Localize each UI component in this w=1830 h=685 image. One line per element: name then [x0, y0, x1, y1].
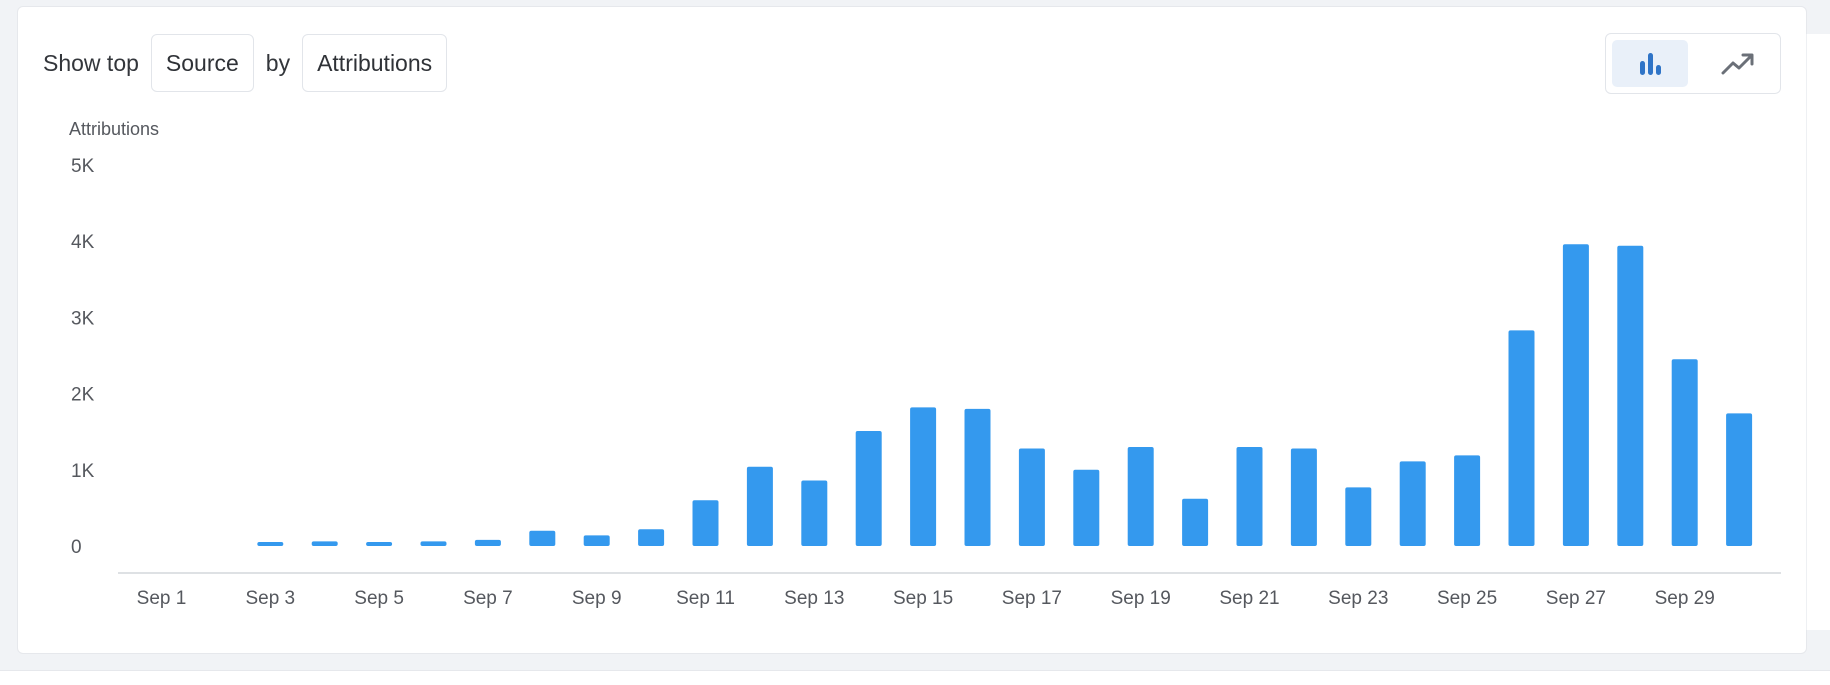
bar[interactable] — [1508, 330, 1535, 546]
show-top-label: Show top — [43, 49, 139, 76]
bar[interactable] — [1018, 448, 1045, 546]
bar-chart-icon — [1640, 52, 1661, 75]
line-chart-button[interactable] — [1700, 40, 1776, 87]
bar[interactable] — [746, 466, 773, 546]
chart-type-toggle — [1605, 33, 1781, 94]
x-tick-label: Sep 5 — [354, 588, 404, 609]
chart-controls: Show top Source by Attributions — [43, 34, 448, 92]
bar[interactable] — [692, 500, 719, 546]
bar-chart-button[interactable] — [1612, 40, 1688, 87]
metric-select[interactable]: Attributions — [302, 34, 448, 92]
bar[interactable] — [1127, 446, 1154, 546]
x-tick-label: Sep 15 — [893, 588, 953, 609]
bar[interactable] — [1562, 244, 1589, 547]
y-axis: 0 1K 2K 3K 4K 5K — [71, 156, 95, 558]
bar[interactable] — [474, 539, 501, 546]
x-tick-label: Sep 3 — [245, 588, 295, 609]
bar[interactable] — [801, 480, 828, 546]
x-tick-label: Sep 29 — [1655, 588, 1715, 609]
y-tick-label: 0 — [71, 537, 82, 558]
bar[interactable] — [311, 541, 338, 546]
y-tick-label: 3K — [71, 308, 95, 329]
y-tick-label: 2K — [71, 385, 95, 406]
bar[interactable] — [1726, 413, 1753, 546]
x-axis: Sep 1 Sep 3 Sep 5 Sep 7 Sep 9 Sep 11 Sep 13 Sep… — [137, 588, 1715, 609]
y-axis-title: Attributions — [69, 119, 159, 139]
x-tick-label: Sep 11 — [676, 588, 735, 609]
next-card-edge — [0, 670, 1830, 685]
bar[interactable] — [910, 407, 937, 546]
y-tick-label: 5K — [71, 156, 95, 177]
bar[interactable] — [1236, 446, 1263, 546]
x-tick-label: Sep 21 — [1219, 588, 1279, 609]
bar[interactable] — [420, 541, 447, 546]
x-tick-label: Sep 23 — [1328, 588, 1388, 609]
bar[interactable] — [529, 530, 556, 546]
bar[interactable] — [1073, 469, 1100, 546]
bar[interactable] — [257, 542, 284, 546]
bar[interactable] — [964, 408, 991, 546]
bar-series — [257, 244, 1753, 547]
x-tick-label: Sep 17 — [1002, 588, 1062, 609]
trend-line-icon — [1721, 53, 1754, 74]
x-tick-label: Sep 27 — [1546, 588, 1606, 609]
dimension-select[interactable]: Source — [150, 34, 254, 92]
bar[interactable] — [1617, 245, 1644, 546]
adjacent-panel-edge — [1806, 34, 1830, 630]
x-tick-label: Sep 9 — [572, 588, 622, 609]
by-label: by — [265, 49, 291, 76]
x-tick-label: Sep 25 — [1437, 588, 1497, 609]
bar[interactable] — [583, 535, 610, 546]
bar[interactable] — [1345, 487, 1372, 546]
bar[interactable] — [366, 542, 393, 546]
x-tick-label: Sep 7 — [463, 588, 513, 609]
bar[interactable] — [1399, 461, 1426, 546]
y-tick-label: 4K — [71, 232, 95, 253]
y-tick-label: 1K — [71, 461, 95, 482]
bar[interactable] — [1290, 448, 1317, 546]
bar[interactable] — [855, 430, 882, 546]
bar[interactable] — [1454, 455, 1481, 546]
bar[interactable] — [1182, 498, 1209, 546]
x-tick-label: Sep 1 — [137, 588, 187, 609]
x-tick-label: Sep 19 — [1111, 588, 1171, 609]
bar[interactable] — [1671, 359, 1698, 546]
x-tick-label: Sep 13 — [784, 588, 844, 609]
bar[interactable] — [638, 529, 665, 546]
